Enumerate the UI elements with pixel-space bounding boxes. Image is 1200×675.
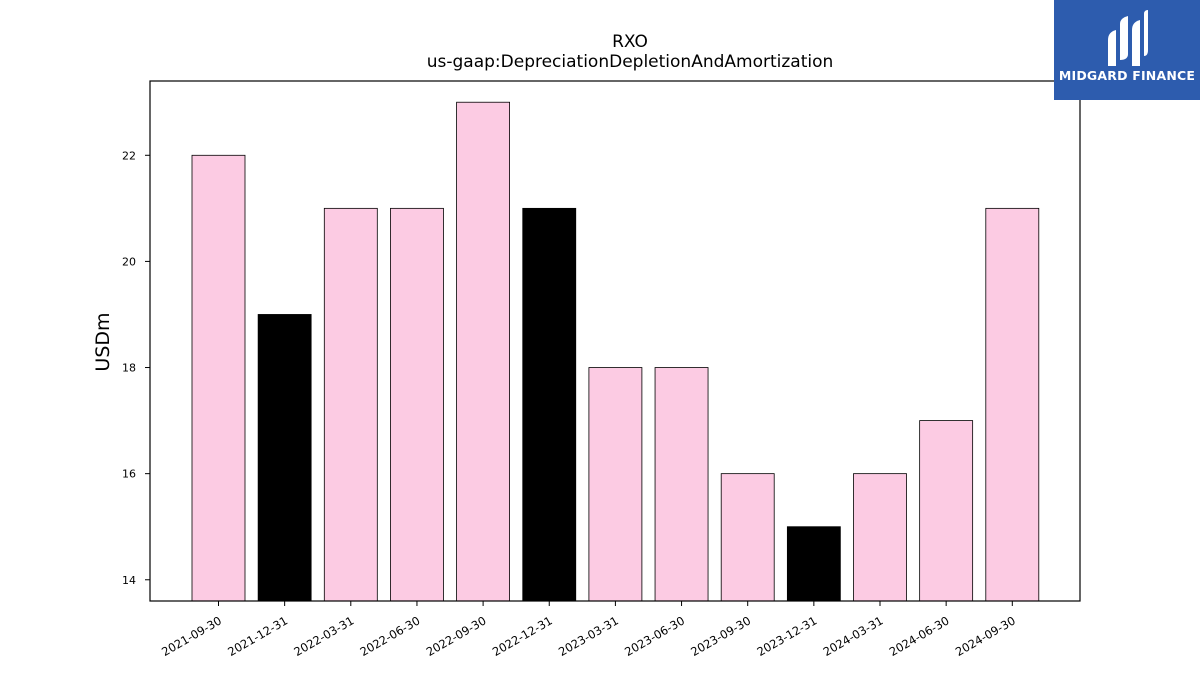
bar bbox=[853, 473, 907, 602]
y-axis-label: USDm bbox=[92, 312, 114, 371]
logo-text: MIDGARD FINANCE bbox=[1058, 68, 1196, 83]
bar bbox=[522, 207, 577, 602]
x-tick-label: 2023-09-30 bbox=[688, 613, 753, 659]
x-tick-label: 2024-06-30 bbox=[887, 613, 952, 659]
bar bbox=[786, 526, 841, 602]
x-tick-label: 2023-06-30 bbox=[622, 613, 687, 659]
midgard-logo-icon bbox=[1108, 10, 1148, 66]
x-tick-label: 2022-06-30 bbox=[358, 613, 423, 659]
x-tick-label: 2023-12-31 bbox=[754, 613, 819, 659]
bar bbox=[588, 367, 643, 602]
brand-logo: MIDGARD FINANCE bbox=[1054, 0, 1200, 100]
bar bbox=[720, 473, 775, 602]
bar bbox=[456, 101, 511, 602]
x-tick-label: 2021-12-31 bbox=[225, 613, 290, 659]
x-tick-label: 2022-12-31 bbox=[490, 613, 555, 659]
x-tick-label: 2024-03-31 bbox=[821, 613, 886, 659]
bar bbox=[257, 314, 312, 602]
bar bbox=[654, 367, 709, 602]
bar bbox=[985, 207, 1040, 602]
x-tick-label: 2022-09-30 bbox=[424, 613, 489, 659]
chart-subtitle: us-gaap:DepreciationDepletionAndAmortiza… bbox=[426, 52, 834, 72]
y-tick-label: 20 bbox=[122, 255, 136, 268]
y-tick-label: 16 bbox=[122, 468, 136, 481]
chart-title: RXO bbox=[612, 32, 648, 52]
bar bbox=[919, 420, 974, 602]
x-tick-label: 2022-03-31 bbox=[291, 613, 356, 659]
bar bbox=[390, 207, 444, 602]
y-tick-label: 14 bbox=[122, 574, 136, 587]
x-tick-label: 2021-09-30 bbox=[159, 613, 224, 659]
x-tick-label: 2023-03-31 bbox=[556, 613, 621, 659]
bar bbox=[323, 207, 378, 602]
bar bbox=[191, 154, 246, 602]
x-tick-label: 2024-09-30 bbox=[953, 613, 1018, 659]
y-tick-label: 18 bbox=[122, 362, 136, 375]
y-tick-label: 22 bbox=[122, 149, 136, 162]
